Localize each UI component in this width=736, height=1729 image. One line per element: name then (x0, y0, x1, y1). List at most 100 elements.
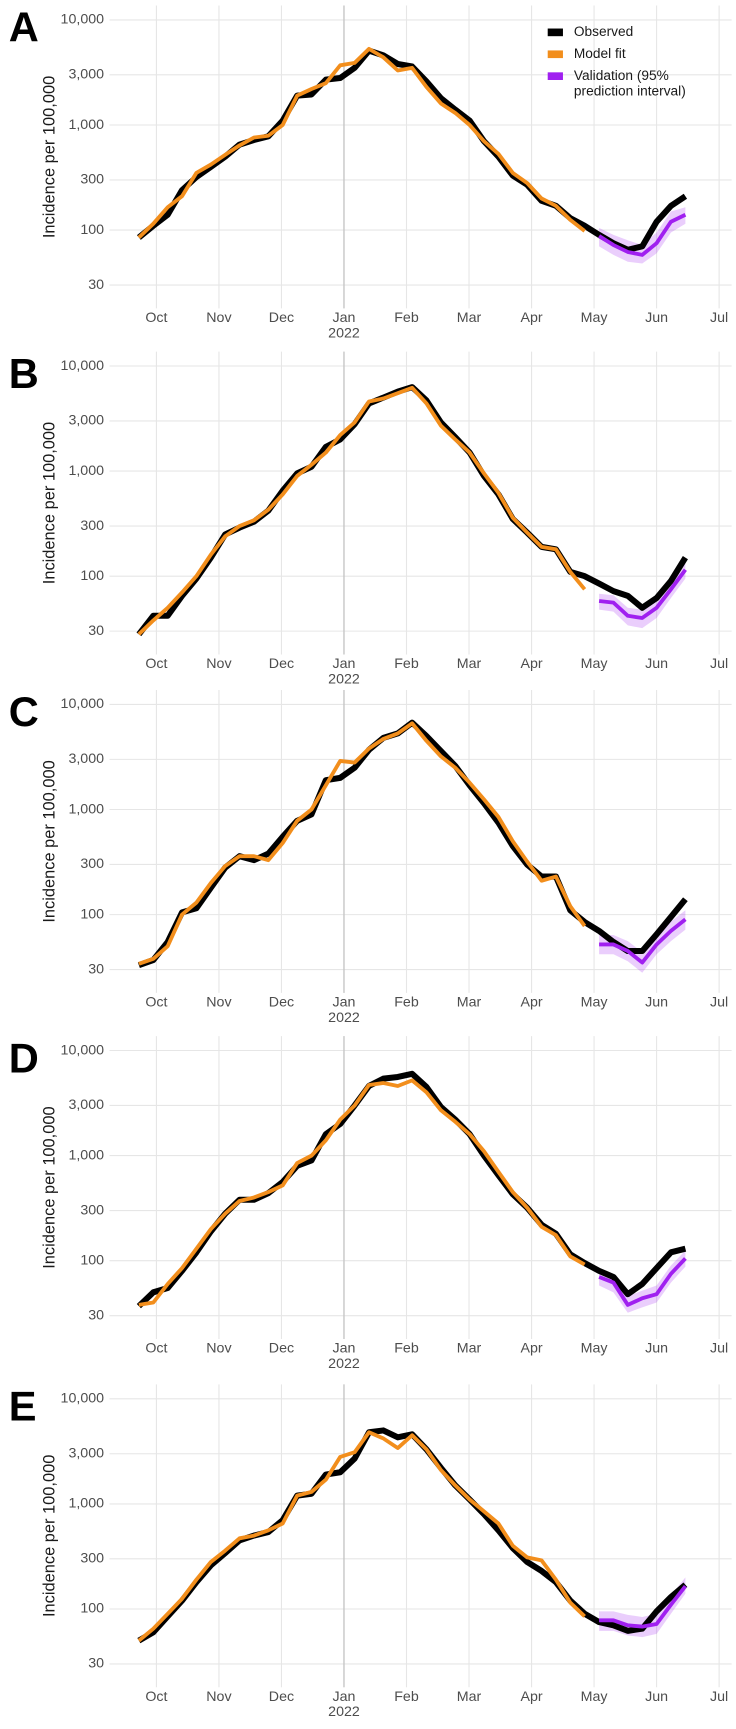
series-line (137, 46, 586, 239)
x-tick-label: Nov (206, 310, 232, 326)
x-tick-label: Mar (457, 995, 482, 1011)
x-tick-label: Jan (333, 995, 356, 1011)
x-tick-label: Mar (457, 656, 482, 672)
x-tick-label: May (581, 995, 609, 1011)
y-tick-label: 10,000 (61, 358, 105, 374)
y-axis-label: Incidence per 100,000 (41, 760, 59, 922)
x-tick-label: Oct (145, 995, 167, 1011)
series-line (138, 721, 587, 966)
x-tick-label: Mar (457, 1689, 482, 1705)
x-tick-label: Jun (645, 1341, 668, 1357)
x-tick-label: Dec (269, 1341, 294, 1357)
panel: 30 100 300 1,000 3,000 10,000 Oct Nov Dec Jan Feb M… (9, 1383, 732, 1720)
legend-label: Observed (573, 24, 634, 40)
x-tick-label: Oct (145, 656, 167, 672)
y-tick-label: 30 (88, 623, 104, 639)
y-tick-label: 1,000 (68, 1147, 104, 1163)
x-tick-label: Dec (269, 310, 294, 326)
x-tick-label: Jan (333, 656, 356, 672)
panel: 30 100 300 1,000 3,000 10,000 Oct Nov Dec Jan Feb M… (9, 4, 734, 341)
y-tick-label: 10,000 (61, 1391, 105, 1407)
panel-label: C (9, 688, 39, 735)
panel-label: D (9, 1034, 39, 1081)
series-line (137, 1430, 586, 1643)
x-tick-label: May (581, 656, 609, 672)
x-tick-label: Jun (645, 1689, 668, 1705)
y-tick-label: 1,000 (68, 463, 104, 479)
x-tick-label: Nov (206, 995, 232, 1011)
y-tick-label: 300 (80, 518, 104, 534)
legend-swatch (547, 28, 563, 37)
legend-label: Model fit (573, 46, 626, 62)
series-line (136, 1070, 687, 1309)
y-tick-label: 1,000 (68, 1496, 104, 1512)
panel-label: A (9, 4, 39, 51)
x-tick-label: Jul (710, 1341, 728, 1357)
x-tick-label: Feb (394, 656, 419, 672)
y-tick-label: 30 (88, 961, 104, 977)
panel-label: B (9, 350, 39, 397)
x-sub-label: 2022 (328, 1704, 360, 1720)
series-line (137, 385, 587, 636)
y-tick-label: 30 (88, 1656, 104, 1672)
x-tick-label: Nov (206, 1689, 232, 1705)
x-tick-label: Apr (520, 310, 542, 326)
x-tick-label: Jan (333, 1689, 356, 1705)
panel: 30 100 300 1,000 3,000 10,000 Oct Nov Dec Jan Feb M… (9, 350, 732, 687)
x-tick-label: Dec (269, 1689, 294, 1705)
prediction-band (599, 910, 686, 973)
x-tick-label: Jan (333, 1341, 356, 1357)
x-tick-label: Dec (269, 656, 294, 672)
x-tick-label: Jun (645, 656, 668, 672)
legend-box: Observed Model fit Validation (95% predict… (547, 24, 734, 99)
x-tick-label: Jan (333, 310, 356, 326)
x-tick-label: Apr (520, 1341, 542, 1357)
y-tick-label: 300 (80, 856, 104, 872)
y-tick-label: 100 (80, 1601, 104, 1617)
x-tick-label: Jun (645, 995, 668, 1011)
y-tick-label: 3,000 (68, 413, 104, 429)
y-tick-label: 3,000 (68, 751, 104, 767)
x-tick-label: Feb (394, 1689, 419, 1705)
x-tick-label: Jul (710, 1689, 728, 1705)
legend-swatch (547, 72, 563, 80)
x-tick-label: Feb (394, 1341, 419, 1357)
x-tick-label: Nov (206, 1341, 232, 1357)
x-tick-label: Jun (645, 310, 668, 326)
y-tick-label: 300 (80, 1202, 104, 1218)
y-tick-label: 30 (88, 1307, 104, 1323)
x-tick-label: Apr (520, 656, 542, 672)
x-tick-label: Apr (520, 995, 542, 1011)
legend-item: Model fit (547, 46, 734, 62)
y-tick-label: 3,000 (68, 1446, 104, 1462)
y-tick-label: 100 (80, 1252, 104, 1268)
x-sub-label: 2022 (328, 325, 360, 341)
y-tick-label: 100 (80, 906, 104, 922)
series-line (599, 917, 687, 965)
x-tick-label: Jul (710, 310, 728, 326)
x-tick-label: May (581, 310, 609, 326)
y-axis-label: Incidence per 100,000 (41, 1455, 59, 1617)
y-tick-label: 3,000 (68, 1097, 104, 1113)
x-tick-label: Feb (394, 995, 419, 1011)
series-line (598, 568, 687, 620)
x-tick-label: Oct (145, 310, 167, 326)
x-tick-label: Nov (206, 656, 232, 672)
y-tick-label: 10,000 (61, 12, 105, 28)
x-sub-label: 2022 (328, 1010, 360, 1026)
y-tick-label: 100 (80, 568, 104, 584)
legend-label: Validation (95% prediction interval) (573, 67, 686, 99)
y-axis-label: Incidence per 100,000 (41, 422, 59, 584)
legend-item: Observed (547, 24, 734, 40)
legend-item: Validation (95% prediction interval) (547, 67, 734, 99)
y-axis-label: Incidence per 100,000 (41, 76, 59, 238)
y-tick-label: 30 (88, 277, 104, 293)
x-tick-label: Oct (145, 1341, 167, 1357)
x-tick-label: Apr (520, 1689, 542, 1705)
series-line (598, 1257, 687, 1307)
x-tick-label: Jul (710, 995, 728, 1011)
series-line (138, 1078, 586, 1307)
x-tick-label: Mar (457, 310, 482, 326)
x-sub-label: 2022 (328, 671, 360, 687)
